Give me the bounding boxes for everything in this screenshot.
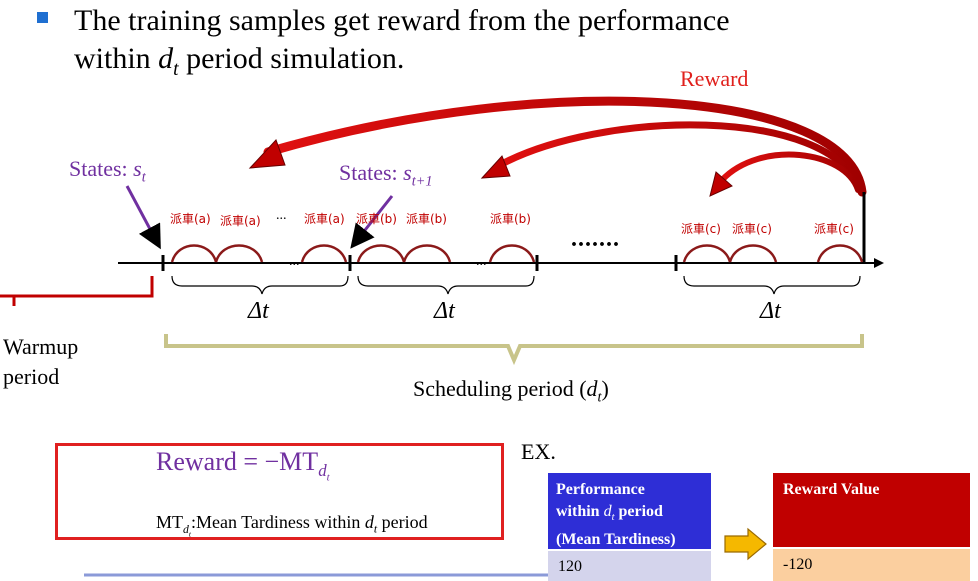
dispatch-dots: ... xyxy=(276,208,287,223)
headline-line1: The training samples get reward from the… xyxy=(74,4,730,37)
delta-t-label-3: Δt xyxy=(760,298,781,324)
headline-line2-post: period simulation. xyxy=(178,42,405,75)
state-pointer-st xyxy=(125,185,161,250)
dispatch-label-c1: 派車(c) xyxy=(681,222,721,236)
perf-header-line3: (Mean Tardiness) xyxy=(556,531,676,549)
desc-post: period xyxy=(377,512,428,532)
state-pointer-st1 xyxy=(350,195,394,249)
reward-value-header: Reward Value xyxy=(773,473,970,547)
headline-line2: within dt period simulation. xyxy=(74,40,730,89)
scheduling-bracket xyxy=(164,334,864,366)
delta-bracket-1 xyxy=(171,275,349,295)
desc-sub-var: d xyxy=(183,522,189,536)
performance-value: 120 xyxy=(548,551,711,581)
delta-bracket-2 xyxy=(357,275,535,295)
perf-line2-sub: t xyxy=(611,512,615,524)
state-prefix: States: xyxy=(339,160,404,185)
arc-c1 xyxy=(682,244,732,263)
formula-lhs: Reward = −MT xyxy=(156,447,319,476)
delta-bracket-3 xyxy=(683,275,861,295)
reward-arrow-mid xyxy=(494,121,864,194)
dispatch-label-b1: 派車(b) xyxy=(356,212,397,226)
time-axis-arrowhead xyxy=(874,258,884,268)
perf-line2-pre: within xyxy=(556,503,604,520)
perf-line2-post: period xyxy=(614,503,663,520)
state-sub: t xyxy=(141,169,146,186)
dispatch-label-a3: 派車(a) xyxy=(304,212,345,226)
headline-var-sub: t xyxy=(173,59,179,80)
dispatch-label-c3: 派車(c) xyxy=(814,222,854,236)
dispatch-label-a2: 派車(a) xyxy=(220,214,261,228)
sched-var: d xyxy=(586,376,598,401)
inner-dots-1: ... xyxy=(289,254,300,269)
arc-a2 xyxy=(214,244,264,263)
desc-var: d xyxy=(364,512,374,532)
mt-description: MTdt:Mean Tardiness within dt period xyxy=(156,512,428,538)
state-var: s xyxy=(133,156,142,181)
delta-t-label-1: Δt xyxy=(248,298,269,324)
reward-formula: Reward = −MTdt xyxy=(156,447,330,484)
timeline-ellipsis: ....... xyxy=(571,226,620,252)
sched-close: ) xyxy=(601,376,609,401)
reward-arrow-large xyxy=(263,96,867,197)
warmup-line2: period xyxy=(3,364,60,389)
reward-arrow-label: Reward xyxy=(680,66,749,91)
arc-b1 xyxy=(356,244,406,263)
scheduling-period-label: Scheduling period (dt) xyxy=(413,376,609,406)
dispatch-label-b3: 派車(b) xyxy=(490,212,531,226)
headline-var-d: d xyxy=(158,42,174,75)
reward-arrow-small xyxy=(719,151,861,193)
state-prefix: States: xyxy=(69,156,134,181)
headline: The training samples get reward from the… xyxy=(74,2,730,89)
desc-sub-sub: t xyxy=(188,528,191,538)
dispatch-arcs xyxy=(170,244,864,263)
sched-sub: t xyxy=(597,389,602,406)
desc-pre: MT xyxy=(156,512,183,532)
arc-c2 xyxy=(728,244,778,263)
yellow-arrow-icon xyxy=(724,527,767,561)
arc-c3 xyxy=(816,244,864,263)
bullet-icon xyxy=(37,12,48,23)
desc-mid: :Mean Tardiness within xyxy=(190,512,365,532)
arc-b2 xyxy=(402,244,452,263)
warmup-line1: Warmup xyxy=(3,334,79,359)
sched-text: Scheduling period ( xyxy=(413,376,587,401)
performance-header: Performance within dt period (Mean Tardi… xyxy=(548,473,711,549)
arc-a3 xyxy=(300,244,348,263)
reward-arrowhead-large xyxy=(248,139,286,169)
formula-sub-sub: t xyxy=(326,471,330,484)
arc-b3 xyxy=(488,244,536,263)
state-sub: t+1 xyxy=(411,173,433,190)
formula-box xyxy=(55,443,504,540)
inner-dots-2: ... xyxy=(476,254,487,269)
reward-arrowhead-small xyxy=(709,171,733,197)
dispatch-label-a1: 派車(a) xyxy=(170,212,211,226)
example-label: EX. xyxy=(521,439,556,464)
desc-var-sub: t xyxy=(373,522,378,536)
headline-line2-pre: within xyxy=(74,42,159,75)
delta-brackets xyxy=(171,275,861,295)
warmup-label: Warmup period xyxy=(3,332,78,392)
perf-header-line2: within dt period xyxy=(556,501,703,529)
dispatch-label-c2: 派車(c) xyxy=(732,222,772,236)
perf-line2-var: d xyxy=(603,503,612,520)
delta-t-label-2: Δt xyxy=(434,298,455,324)
reward-value: -120 xyxy=(773,549,970,581)
state-label-st: States: st xyxy=(69,156,146,186)
state-label-st1: States: st+1 xyxy=(339,160,433,190)
formula-sub-var: d xyxy=(318,461,327,481)
perf-header-line1: Performance xyxy=(556,481,645,498)
reward-arrowhead-mid xyxy=(480,155,511,179)
dispatch-label-b2: 派車(b) xyxy=(406,212,447,226)
arc-a1 xyxy=(170,244,218,263)
state-var: s xyxy=(403,160,412,185)
warmup-bracket xyxy=(0,276,154,306)
